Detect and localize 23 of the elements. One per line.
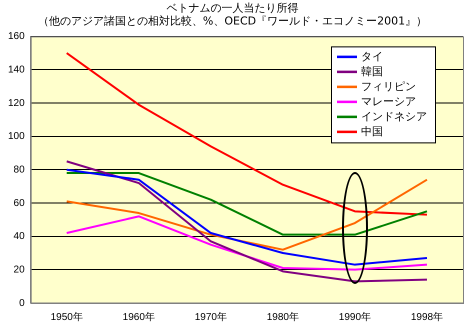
y-tick-label: 100 <box>8 131 26 142</box>
x-tick-label: 1980年 <box>266 310 299 323</box>
chart-subtitle: （他のアジア諸国との相対比較、%、OECD『ワールド・エコノミー2001』） <box>38 14 428 28</box>
legend-label: 中国 <box>361 124 383 138</box>
chart-title: ベトナムの一人当たり所得 <box>166 1 298 14</box>
x-tick-label: 1998年 <box>410 310 444 323</box>
x-tick-label: 1950年 <box>50 310 83 323</box>
x-tick-label: 1970年 <box>194 310 227 323</box>
y-tick-label: 0 <box>19 298 26 309</box>
legend-label: マレーシア <box>361 94 416 108</box>
y-tick-label: 80 <box>14 164 26 176</box>
y-tick-label: 40 <box>14 231 26 242</box>
legend-label: タイ <box>361 50 383 63</box>
y-tick-label: 140 <box>8 64 26 76</box>
y-tick-label: 20 <box>14 264 26 276</box>
x-tick-label: 1990年 <box>338 310 372 323</box>
y-tick-label: 60 <box>14 198 26 209</box>
x-tick-label: 1960年 <box>122 310 155 323</box>
y-tick-label: 160 <box>8 31 26 42</box>
legend-label: フィリピン <box>361 80 416 93</box>
legend-label: 韓国 <box>361 64 383 78</box>
legend-label: インドネシア <box>361 110 427 123</box>
y-tick-label: 120 <box>8 98 26 109</box>
